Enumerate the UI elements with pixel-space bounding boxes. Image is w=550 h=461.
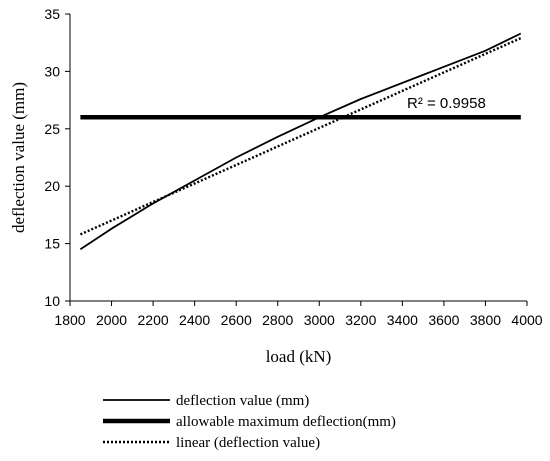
x-tick-label: 2600: [221, 312, 252, 328]
y-tick-label: 20: [44, 178, 60, 194]
series-layer: [79, 32, 522, 251]
x-tick-label: 2200: [138, 312, 169, 328]
x-tick-label: 3000: [304, 312, 335, 328]
y-tick-label: 30: [44, 63, 60, 79]
x-tick-label: 2800: [262, 312, 293, 328]
x-tick-label: 2400: [179, 312, 210, 328]
x-axis-title: load (kN): [266, 347, 332, 366]
legend: deflection value (mm) allowable maximum d…: [103, 393, 396, 451]
y-axis-title: deflection value (mm): [9, 82, 28, 233]
r-squared-annotation: R² = 0.9958: [407, 95, 486, 112]
x-tick-label: 3400: [387, 312, 418, 328]
x-tick-label: 4000: [511, 312, 542, 328]
x-tick-label: 3800: [470, 312, 501, 328]
y-tick-label: 35: [44, 6, 60, 22]
tick-labels: 1800 2000 2200 2400 2600 2800 3000 3200 3400 3600…: [44, 6, 542, 328]
legend-label-3: linear (deflection value): [176, 435, 320, 451]
x-tick-label: 1800: [54, 312, 85, 328]
tick-marks: [65, 13, 528, 306]
series-line-3: [79, 37, 522, 236]
x-tick-label: 3200: [345, 312, 376, 328]
y-tick-label: 10: [44, 293, 60, 309]
y-tick-label: 25: [44, 121, 60, 137]
legend-label-2: allowable maximum deflection(mm): [176, 414, 396, 430]
x-tick-label: 3600: [428, 312, 459, 328]
x-tick-label: 2000: [96, 312, 127, 328]
plot-area: 1800 2000 2200 2400 2600 2800 3000 3200 3400 3600…: [44, 6, 542, 328]
y-tick-label: 15: [44, 236, 60, 252]
legend-label-1: deflection value (mm): [176, 393, 309, 409]
series-line-1: [79, 32, 522, 251]
